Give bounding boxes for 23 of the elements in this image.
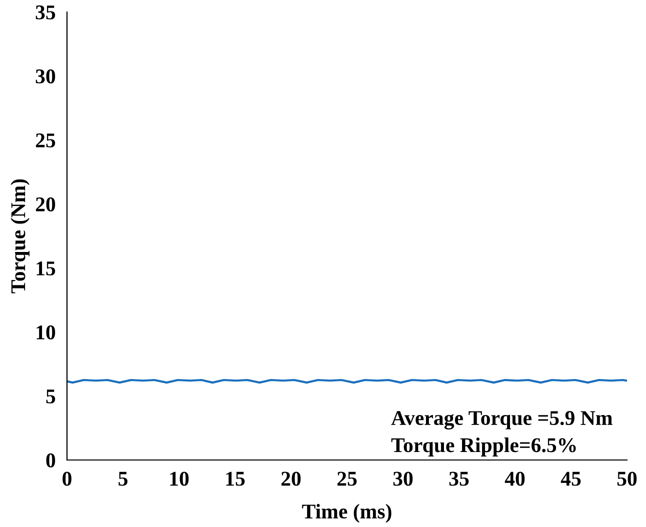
x-tick-label: 40 — [504, 472, 525, 486]
y-tick-label: 15 — [36, 261, 56, 276]
annotation: Torque Ripple=6.5% — [391, 438, 576, 456]
y-tick-label: 25 — [36, 133, 56, 148]
x-tick-label: 25 — [337, 472, 357, 486]
annotation: Average Torque =5.9 Nm — [391, 411, 612, 430]
x-tick-label: 15 — [226, 472, 245, 486]
x-tick-label: 0 — [62, 472, 72, 486]
y-tick-label: 0 — [46, 453, 56, 468]
y-tick-label: 35 — [36, 5, 56, 20]
y-tick-label: 30 — [36, 69, 56, 84]
x-tick-label: 45 — [560, 472, 581, 486]
x-tick-label: 30 — [393, 472, 413, 486]
x-tick-label: 10 — [170, 472, 189, 486]
y-tick-label: 20 — [36, 197, 56, 212]
x-tick-label: 50 — [617, 472, 637, 486]
y-tick-label: 10 — [36, 325, 56, 340]
x-tick-label: 20 — [281, 472, 301, 486]
y-tick-label: 5 — [46, 390, 56, 404]
x-axis-title: Time (ms) — [302, 504, 392, 523]
y-axis-title: Torque (Nm) — [10, 179, 30, 294]
x-tick-label: 35 — [449, 472, 469, 486]
x-tick-label: 5 — [118, 472, 128, 486]
